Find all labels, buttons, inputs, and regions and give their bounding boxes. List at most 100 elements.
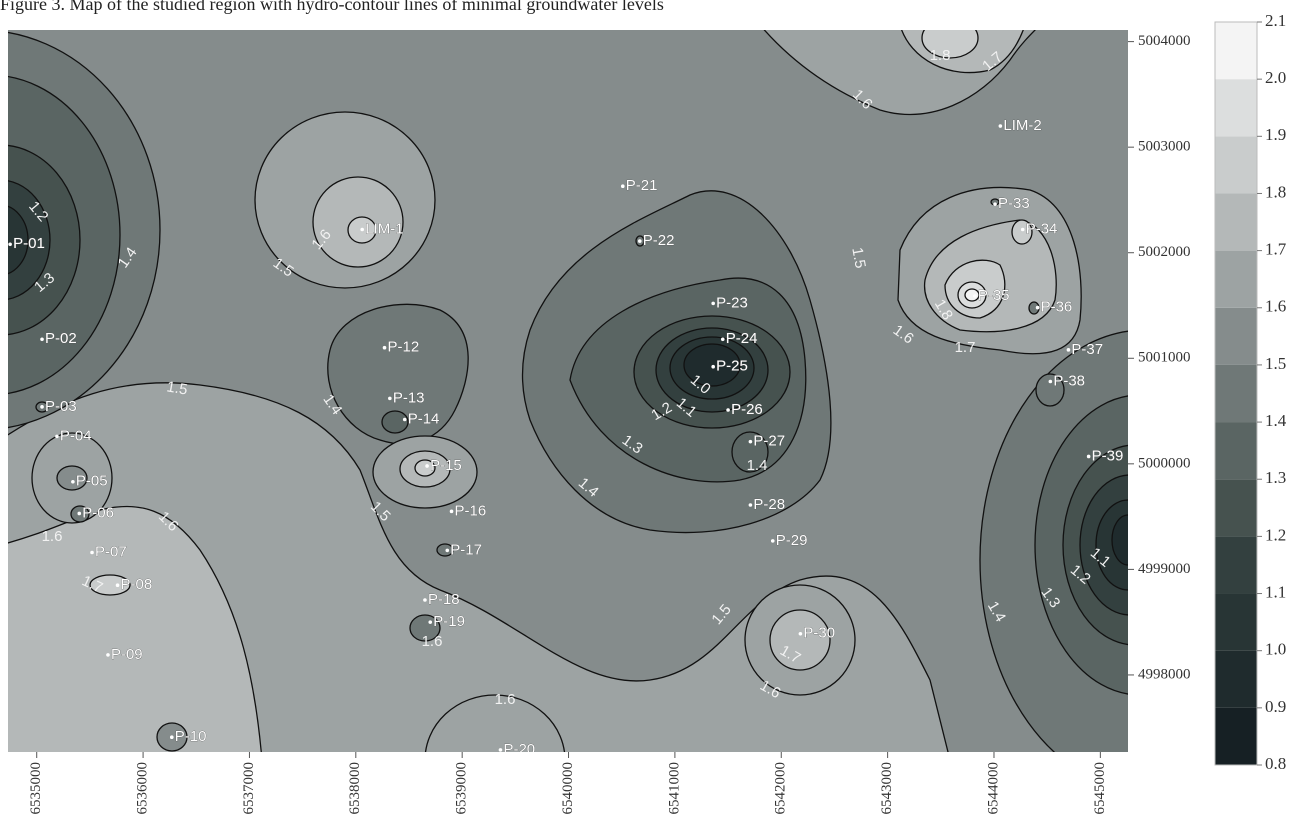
well-marker bbox=[388, 396, 392, 401]
colorbar-tick-label: 1.5 bbox=[1265, 354, 1286, 373]
x-tick-label: 6545000 bbox=[1092, 762, 1108, 815]
x-tick-label: 6537000 bbox=[241, 762, 257, 815]
well-label: P-02 bbox=[45, 330, 77, 347]
well-marker bbox=[1020, 227, 1025, 232]
well-label: P-23 bbox=[716, 294, 748, 311]
contour-region bbox=[436, 543, 454, 557]
contour-label: 1.8 bbox=[930, 47, 951, 64]
x-tick-label: 6541000 bbox=[666, 762, 682, 815]
well-label: P-25 bbox=[716, 358, 748, 375]
y-tick-label: 4998000 bbox=[1138, 666, 1191, 682]
contour-region bbox=[8, 205, 29, 275]
well-label: P-07 bbox=[95, 543, 127, 560]
contour-region bbox=[921, 30, 979, 59]
contour-region bbox=[1035, 373, 1065, 407]
well-label: P-28 bbox=[753, 496, 785, 513]
well-label: P-21 bbox=[626, 177, 658, 194]
well-label: P-20 bbox=[503, 741, 535, 758]
well-label: P-24 bbox=[726, 330, 758, 347]
y-tick-label: 5001000 bbox=[1138, 350, 1191, 366]
x-tick-label: 6543000 bbox=[879, 762, 895, 815]
well-label: LIM-1 bbox=[365, 220, 403, 237]
colorbar-tick-label: 2.0 bbox=[1265, 68, 1286, 87]
well-marker bbox=[115, 583, 120, 588]
contour-label: 1.6 bbox=[495, 691, 516, 708]
well-marker bbox=[498, 748, 503, 752]
axes: 4998000 4999000 5000000 5001000 5002000 50030… bbox=[28, 11, 1287, 815]
well-marker bbox=[711, 301, 715, 306]
contour-region bbox=[56, 465, 88, 491]
well-label: P-12 bbox=[388, 339, 420, 356]
colorbar-band bbox=[1215, 593, 1257, 651]
well-marker bbox=[71, 479, 75, 484]
colorbar-tick-label: 1.0 bbox=[1265, 640, 1286, 659]
well-label: P-16 bbox=[455, 502, 487, 519]
contour-label: 1.6 bbox=[42, 528, 63, 545]
well-marker bbox=[1048, 379, 1053, 384]
well-marker bbox=[428, 620, 433, 624]
colorbar-band bbox=[1215, 422, 1257, 480]
contour-map: 1.21.31.41.61.51.51.41.51.61.61.71.61.61… bbox=[8, 30, 1128, 758]
well-marker bbox=[1066, 348, 1071, 352]
well-marker bbox=[40, 337, 44, 342]
contour-region bbox=[769, 609, 831, 671]
contour-label: 1.7 bbox=[955, 339, 976, 356]
well-label: P-38 bbox=[1053, 372, 1085, 389]
well-label: P-37 bbox=[1071, 341, 1103, 358]
well-marker bbox=[90, 550, 94, 555]
well-marker bbox=[637, 239, 642, 243]
well-marker bbox=[720, 337, 725, 342]
y-tick-label: 5000000 bbox=[1138, 455, 1191, 471]
colorbar-tick-label: 1.4 bbox=[1265, 411, 1287, 430]
well-marker bbox=[711, 364, 715, 369]
colorbar-band bbox=[1215, 22, 1257, 80]
contour-region bbox=[964, 288, 980, 302]
x-tick-label: 6544000 bbox=[985, 762, 1001, 815]
colorbar-tick-label: 1.7 bbox=[1265, 240, 1287, 259]
well-label: P-19 bbox=[433, 613, 465, 630]
well-label: P-04 bbox=[60, 427, 92, 444]
colorbar-tick-label: 2.1 bbox=[1265, 11, 1286, 30]
contour-region bbox=[8, 505, 262, 752]
x-tick-label: 6538000 bbox=[347, 762, 363, 815]
well-label: P-15 bbox=[430, 457, 462, 474]
colorbar-tick-label: 1.9 bbox=[1265, 125, 1286, 144]
contour-region bbox=[1011, 219, 1033, 245]
map-overlay: 1.21.31.41.61.51.51.41.51.61.61.71.61.61… bbox=[8, 47, 1124, 758]
contour-region bbox=[1079, 474, 1128, 616]
contour-label: 1.5 bbox=[848, 246, 868, 269]
contour-region bbox=[381, 410, 409, 434]
colorbar-band bbox=[1215, 250, 1257, 308]
colorbar-band bbox=[1215, 650, 1257, 708]
well-marker bbox=[748, 503, 753, 507]
well-marker bbox=[770, 539, 775, 543]
well-marker bbox=[998, 124, 1003, 128]
y-tick-label: 5003000 bbox=[1138, 139, 1191, 155]
colorbar-tick-label: 1.2 bbox=[1265, 525, 1286, 544]
colorbar-band bbox=[1215, 136, 1257, 194]
well-label: P-17 bbox=[450, 541, 482, 558]
contour-region bbox=[89, 574, 131, 596]
well-marker bbox=[106, 653, 110, 657]
x-tick-label: 6542000 bbox=[773, 762, 789, 815]
colorbar-tick-label: 1.3 bbox=[1265, 468, 1286, 487]
figure-title: Figure 3. Map of the studied region with… bbox=[0, 0, 664, 14]
well-label: P-39 bbox=[1092, 447, 1124, 464]
colorbar-frame bbox=[1214, 21, 1258, 766]
well-marker bbox=[620, 184, 625, 189]
well-marker bbox=[382, 345, 387, 350]
well-label: P-14 bbox=[408, 410, 440, 427]
well-marker bbox=[726, 408, 730, 412]
well-label: P-27 bbox=[753, 433, 785, 450]
well-marker bbox=[449, 509, 454, 514]
well-marker bbox=[402, 417, 407, 422]
contour-region bbox=[683, 343, 741, 387]
colorbar-tick-label: 0.8 bbox=[1265, 754, 1286, 773]
contour-region bbox=[414, 459, 436, 477]
well-label: P-22 bbox=[643, 232, 675, 249]
x-tick-label: 6535000 bbox=[28, 762, 44, 815]
contour-label: 1.5 bbox=[165, 378, 188, 398]
well-marker bbox=[40, 405, 44, 409]
